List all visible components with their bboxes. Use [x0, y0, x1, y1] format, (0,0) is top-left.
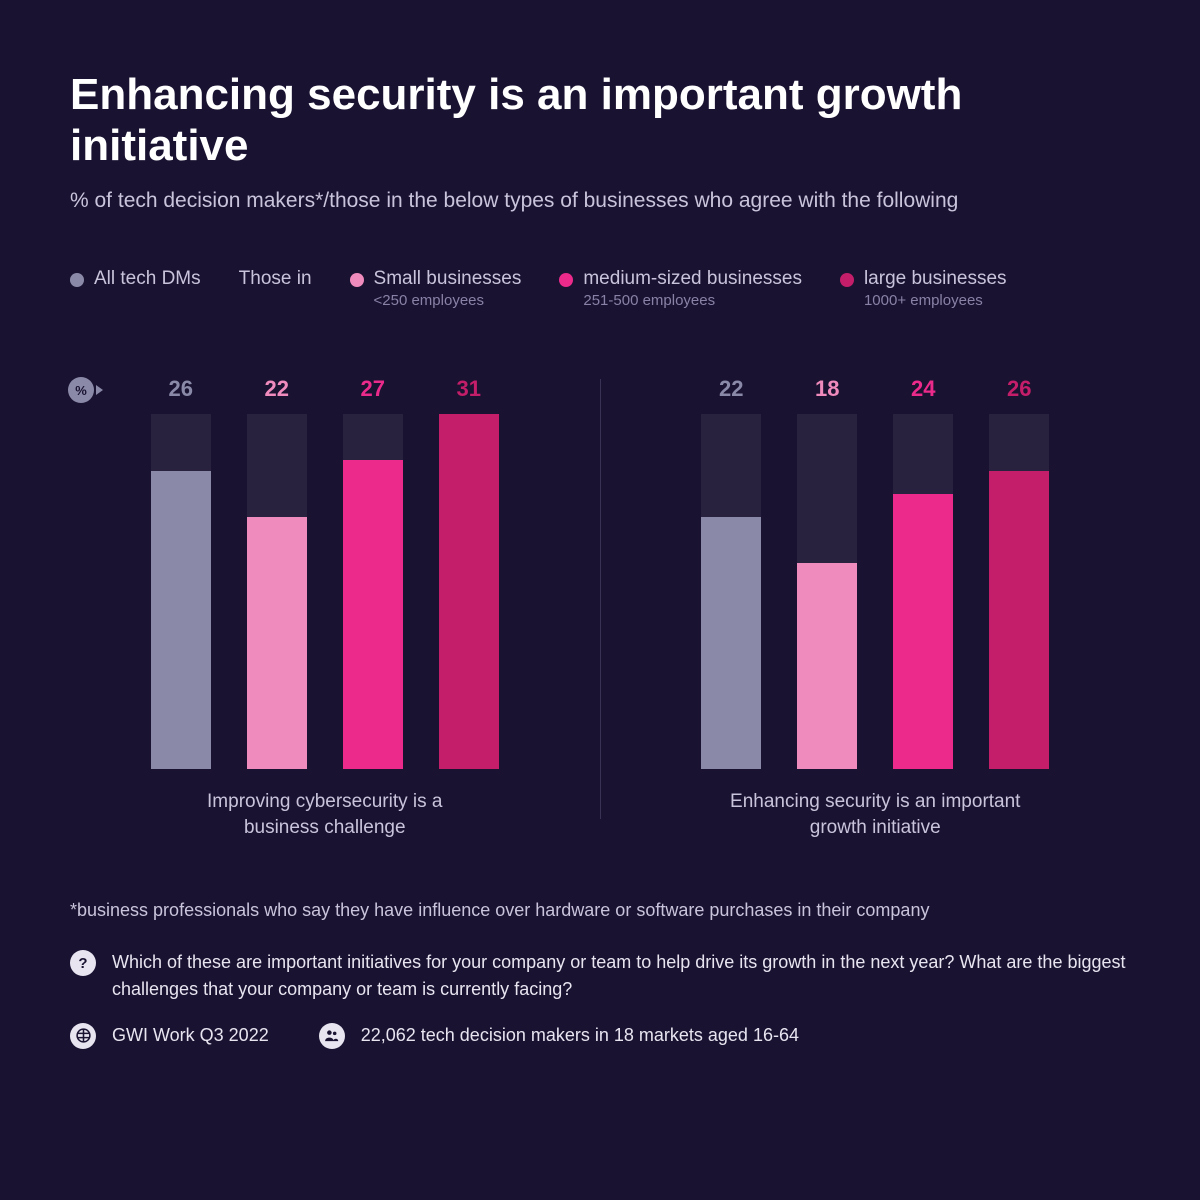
chart-caption: Enhancing security is an important growt… — [725, 789, 1025, 840]
legend-sublabel: <250 employees — [374, 292, 522, 309]
legend-item-small: Small businesses <250 employees — [350, 268, 522, 309]
bar-value: 22 — [265, 376, 289, 402]
bar-value: 18 — [815, 376, 839, 402]
bar-fill — [343, 460, 403, 769]
legend-sublabel: 251-500 employees — [583, 292, 802, 309]
bar: 22 — [247, 376, 307, 769]
legend-dot-medium — [559, 273, 573, 287]
meta-sample-text: 22,062 tech decision makers in 18 market… — [361, 1022, 799, 1048]
legend-those-in: Those in — [239, 268, 312, 290]
chart-panel-left: 26 22 27 31 Improving cybersecurity is a bu… — [70, 369, 580, 840]
bar: 18 — [797, 376, 857, 769]
footnote: *business professionals who say they hav… — [70, 900, 1130, 921]
legend-item-large: large businesses 1000+ employees — [840, 268, 1007, 309]
bar-value: 26 — [169, 376, 193, 402]
legend-dot-small — [350, 273, 364, 287]
bar-track — [701, 414, 761, 769]
bar: 22 — [701, 376, 761, 769]
bar-value: 31 — [457, 376, 481, 402]
meta-question-row: ? Which of these are important initiativ… — [70, 949, 1130, 1001]
chart-caption: Improving cybersecurity is a business ch… — [175, 789, 475, 840]
bar-track — [439, 414, 499, 769]
source-icon — [70, 1023, 96, 1049]
meta-source-text: GWI Work Q3 2022 — [112, 1022, 269, 1048]
bar: 31 — [439, 376, 499, 769]
bar-track — [343, 414, 403, 769]
legend-label: large businesses — [864, 268, 1007, 290]
legend-dot-all — [70, 273, 84, 287]
people-icon — [319, 1023, 345, 1049]
bar-fill — [989, 471, 1049, 769]
meta-source-row: GWI Work Q3 2022 22,062 tech decision ma… — [70, 1022, 1130, 1049]
bar-value: 27 — [361, 376, 385, 402]
bar-track — [247, 414, 307, 769]
bar-fill — [247, 517, 307, 769]
legend-dot-large — [840, 273, 854, 287]
chart-title: Enhancing security is an important growt… — [70, 70, 1130, 171]
legend-label: Small businesses — [374, 268, 522, 290]
percent-badge: % — [68, 377, 103, 403]
legend-label: All tech DMs — [94, 268, 201, 290]
chart-subtitle: % of tech decision makers*/those in the … — [70, 189, 1130, 213]
bar-value: 22 — [719, 376, 743, 402]
bar-value: 24 — [911, 376, 935, 402]
bar: 26 — [989, 376, 1049, 769]
chart-panel-right: 22 18 24 26 Enhancing security is an import… — [621, 369, 1131, 840]
bar-fill — [893, 494, 953, 769]
percent-icon: % — [68, 377, 94, 403]
bar-track — [989, 414, 1049, 769]
legend-label: medium-sized businesses — [583, 268, 802, 290]
bar-track — [151, 414, 211, 769]
bar-fill — [151, 471, 211, 769]
legend: All tech DMs Those in Small businesses <… — [70, 268, 1130, 309]
legend-item-all: All tech DMs — [70, 268, 201, 290]
bar: 26 — [151, 376, 211, 769]
charts-row: % 26 22 27 31 Improving cybersecurity is a … — [70, 369, 1130, 840]
question-icon: ? — [70, 950, 96, 976]
bars-group: 26 22 27 31 — [151, 369, 499, 769]
meta-question-text: Which of these are important initiatives… — [112, 949, 1130, 1001]
bars-group: 22 18 24 26 — [701, 369, 1049, 769]
legend-sublabel: 1000+ employees — [864, 292, 1007, 309]
bar-fill — [439, 414, 499, 769]
bar-fill — [701, 517, 761, 769]
bar-value: 26 — [1007, 376, 1031, 402]
bar-fill — [797, 563, 857, 769]
bar: 24 — [893, 376, 953, 769]
legend-item-medium: medium-sized businesses 251-500 employee… — [559, 268, 802, 309]
bar: 27 — [343, 376, 403, 769]
bar-track — [797, 414, 857, 769]
percent-arrow-icon — [96, 385, 103, 395]
panel-divider — [600, 379, 601, 819]
bar-track — [893, 414, 953, 769]
